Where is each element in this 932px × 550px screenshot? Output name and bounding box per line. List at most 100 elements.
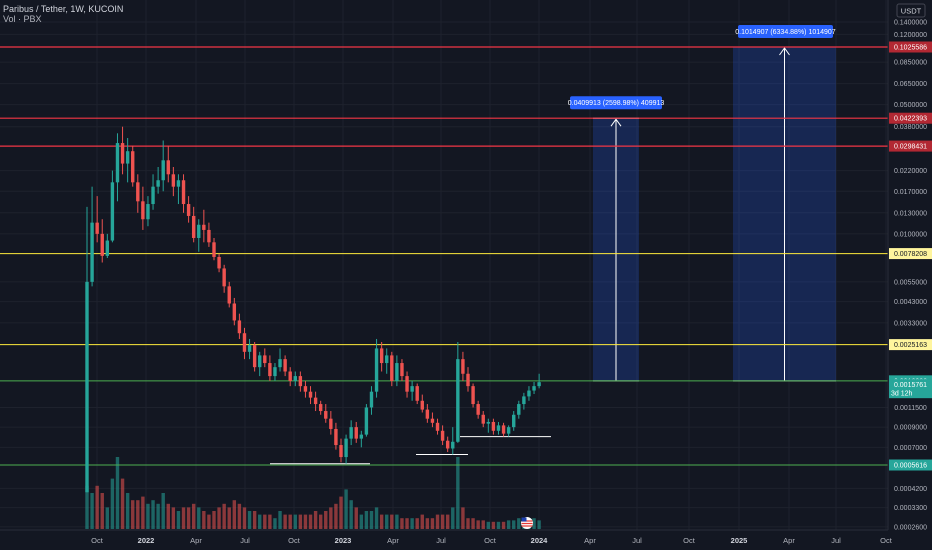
time-tick-label: 2024 [531, 536, 549, 545]
volume-bar [105, 507, 110, 529]
volume-bar [171, 507, 176, 529]
candle [161, 140, 165, 192]
currency-button[interactable]: USDT [896, 3, 926, 18]
volume-bar [410, 518, 414, 529]
time-tick-label: Jul [240, 536, 250, 545]
volume-bar [293, 514, 297, 529]
price-tick-label: 0.0009000 [894, 425, 927, 432]
volume-bar [212, 511, 216, 529]
candle [212, 237, 216, 261]
volume-bar [329, 507, 333, 529]
volume-bar [405, 518, 409, 529]
price-axis-ticks: 0.1400000 0.1200000 0.0850000 0.0650000 0.05… [894, 20, 927, 532]
candle [385, 348, 389, 374]
candle [359, 430, 364, 448]
svg-text:0.0422393: 0.0422393 [894, 116, 927, 123]
candle [461, 351, 465, 381]
candle [176, 174, 181, 205]
price-tick-label: 0.0170000 [894, 189, 927, 196]
volume-bar [95, 485, 99, 529]
volume-bar [166, 503, 170, 529]
volume-bar [415, 518, 419, 529]
price-tick-label: 0.0100000 [894, 231, 927, 238]
price-tick-label: 0.0650000 [894, 81, 927, 88]
support-lines [270, 436, 551, 465]
candle [85, 206, 89, 493]
price-tick-label: 0.0004200 [894, 486, 927, 493]
candle [263, 348, 267, 368]
projection-labels: 0.0409913 (2598.98%) 409913 0.1014907 (63… [568, 25, 836, 110]
horizontal-levels [0, 46, 888, 466]
volume-indicator-label[interactable]: Vol · PBX [3, 14, 42, 24]
volume-bar [217, 507, 221, 529]
volume-bar [456, 457, 460, 529]
volume-bar [354, 507, 358, 529]
level-price-label: 0.0078208 [889, 248, 932, 260]
level-price-label: 0.1025586 [889, 41, 932, 53]
candle [466, 367, 470, 392]
volume-bar [100, 493, 104, 529]
candle [95, 196, 99, 243]
price-axis[interactable] [888, 0, 932, 550]
candle [496, 421, 501, 435]
level-price-label: 0.0005616 [889, 459, 932, 471]
volume-bar [440, 514, 445, 529]
candle [445, 436, 450, 453]
projection-box[interactable] [593, 117, 639, 382]
price-tick-label: 0.0850000 [894, 60, 927, 67]
volume-bar [506, 520, 511, 529]
candle [197, 219, 201, 252]
volume-bar [258, 514, 262, 529]
time-tick-label: Apr [584, 536, 596, 545]
candle [537, 373, 541, 389]
volume-bar [481, 520, 485, 529]
candle [171, 166, 176, 197]
volume-bar [298, 514, 303, 529]
candle [105, 233, 110, 259]
volume-bar [471, 518, 475, 529]
volume-bar [324, 511, 328, 529]
volume-bar [156, 503, 160, 529]
candle [476, 400, 480, 419]
candle [207, 222, 211, 247]
candle [242, 327, 247, 360]
candle [156, 166, 160, 194]
candle [313, 391, 318, 412]
candle [435, 418, 440, 435]
candle [258, 351, 262, 377]
volume-bar [263, 514, 267, 529]
candle [131, 145, 135, 187]
projection-boxes [593, 46, 836, 382]
candle [522, 392, 526, 410]
volume-bar [308, 514, 313, 529]
volume-bar [435, 514, 440, 529]
volume-bar [207, 514, 211, 529]
volume-bar [125, 493, 130, 529]
candle [136, 174, 140, 213]
volume-bar [334, 503, 338, 529]
candle [339, 438, 343, 463]
time-axis[interactable] [0, 530, 932, 550]
volume-bar [532, 518, 536, 529]
candle [308, 386, 313, 405]
volume-bar [90, 493, 94, 529]
volume-bar [374, 507, 379, 529]
price-tick-label: 0.0033000 [894, 320, 927, 327]
time-tick-label: 2022 [138, 536, 155, 545]
price-tick-label: 0.0220000 [894, 168, 927, 175]
volume-bar [400, 518, 404, 529]
projection-box[interactable] [733, 46, 836, 382]
candle [440, 425, 445, 446]
volume-bar [288, 514, 292, 529]
volume-bar [385, 514, 389, 529]
level-price-label: 0.0298431 [889, 140, 932, 152]
volume-bar [512, 520, 516, 529]
volume-bar [237, 503, 242, 529]
us-flag-icon[interactable] [521, 517, 533, 529]
time-tick-label: Apr [783, 536, 795, 545]
price-tick-label: 0.1200000 [894, 32, 927, 39]
candle [278, 348, 282, 372]
svg-text:0.0025163: 0.0025163 [894, 342, 927, 349]
volume-bar [115, 457, 120, 529]
